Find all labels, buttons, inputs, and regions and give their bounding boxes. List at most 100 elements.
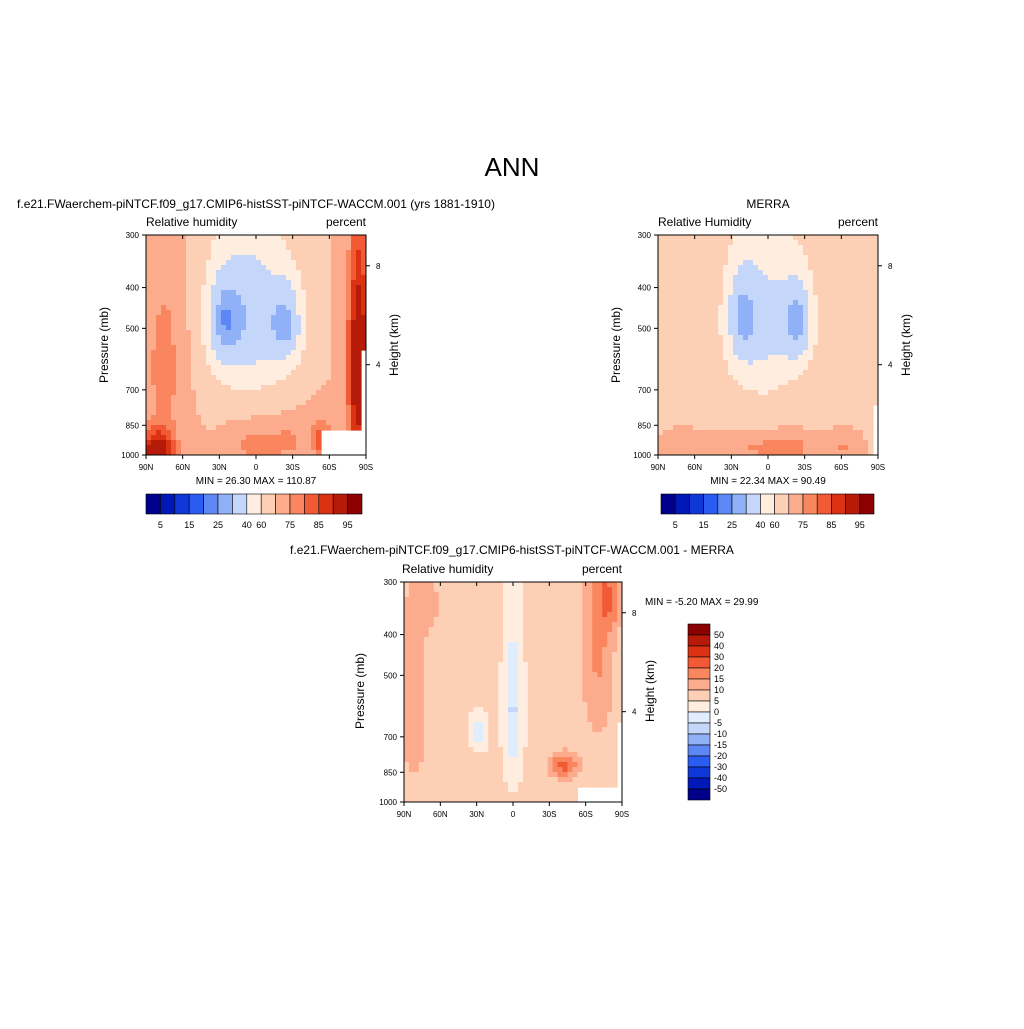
contour-cell xyxy=(833,290,839,296)
contour-cell xyxy=(306,265,312,271)
contour-cell xyxy=(346,405,352,411)
contour-cell xyxy=(693,270,699,276)
contour-cell xyxy=(291,235,297,241)
contour-cell xyxy=(321,235,327,241)
contour-cell xyxy=(538,672,544,678)
contour-cell xyxy=(146,410,152,416)
contour-cell xyxy=(221,295,227,301)
contour-cell xyxy=(301,385,307,391)
contour-cell xyxy=(161,315,167,321)
contour-cell xyxy=(341,255,347,261)
contour-cell xyxy=(678,410,684,416)
contour-cell xyxy=(196,395,202,401)
contour-cell xyxy=(813,410,819,416)
contour-cell xyxy=(176,440,182,446)
contour-cell xyxy=(858,335,864,341)
contour-cell xyxy=(191,260,197,266)
contour-cell xyxy=(738,365,744,371)
contour-cell xyxy=(607,682,613,688)
contour-cell xyxy=(171,440,177,446)
contour-cell xyxy=(833,405,839,411)
contour-cell xyxy=(563,692,569,698)
contour-cell xyxy=(763,275,769,281)
contour-cell xyxy=(763,440,769,446)
contour-cell xyxy=(723,375,729,381)
contour-cell xyxy=(246,410,252,416)
contour-cell xyxy=(483,662,489,668)
contour-cell xyxy=(658,390,664,396)
contour-cell xyxy=(176,320,182,326)
contour-cell xyxy=(463,652,469,658)
contour-cell xyxy=(331,245,337,251)
contour-cell xyxy=(454,587,460,593)
contour-cell xyxy=(723,385,729,391)
contour-cell xyxy=(698,310,704,316)
contour-cell xyxy=(151,355,157,361)
contour-cell xyxy=(231,255,237,261)
contour-cell xyxy=(306,445,312,451)
contour-cell xyxy=(206,280,212,286)
contour-cell xyxy=(231,290,237,296)
contour-cell xyxy=(693,265,699,271)
contour-cell xyxy=(612,612,618,618)
contour-cell xyxy=(216,425,222,431)
contour-cell xyxy=(678,375,684,381)
contour-cell xyxy=(216,245,222,251)
contour-cell xyxy=(508,647,514,653)
contour-cell xyxy=(449,672,455,678)
contour-cell xyxy=(728,270,734,276)
contour-cell xyxy=(191,275,197,281)
contour-cell xyxy=(683,325,689,331)
contour-cell xyxy=(703,405,709,411)
contour-cell xyxy=(251,310,257,316)
contour-cell xyxy=(843,365,849,371)
contour-cell xyxy=(768,355,774,361)
contour-cell xyxy=(326,400,332,406)
colorbar-swatch xyxy=(803,494,817,514)
contour-cell xyxy=(341,405,347,411)
contour-cell xyxy=(848,305,854,311)
contour-cell xyxy=(503,672,509,678)
contour-cell xyxy=(708,320,714,326)
contour-cell xyxy=(853,405,859,411)
contour-cell xyxy=(853,390,859,396)
contour-cell xyxy=(191,255,197,261)
contour-cell xyxy=(166,425,172,431)
contour-cell xyxy=(858,365,864,371)
contour-cell xyxy=(698,370,704,376)
contour-cell xyxy=(753,415,759,421)
contour-cell xyxy=(459,667,465,673)
contour-cell xyxy=(186,360,192,366)
contour-cell xyxy=(838,240,844,246)
contour-cell xyxy=(488,592,494,598)
contour-cell xyxy=(186,280,192,286)
contour-cell xyxy=(404,692,410,698)
contour-cell xyxy=(723,335,729,341)
contour-cell xyxy=(853,300,859,306)
contour-cell xyxy=(738,405,744,411)
contour-cell xyxy=(572,592,578,598)
contour-cell xyxy=(668,335,674,341)
contour-cell xyxy=(738,425,744,431)
contour-cell xyxy=(713,245,719,251)
y-tick-label: 300 xyxy=(638,231,652,240)
contour-cell xyxy=(331,280,337,286)
contour-cell xyxy=(668,290,674,296)
contour-cell xyxy=(246,435,252,441)
contour-cell xyxy=(773,275,779,281)
contour-cell xyxy=(693,260,699,266)
contour-cell xyxy=(281,445,287,451)
contour-cell xyxy=(151,445,157,451)
contour-cell xyxy=(291,345,297,351)
contour-cell xyxy=(763,370,769,376)
contour-cell xyxy=(863,345,869,351)
contour-cell xyxy=(688,410,694,416)
contour-cell xyxy=(698,430,704,436)
contour-cell xyxy=(803,370,809,376)
contour-cell xyxy=(236,300,242,306)
contour-cell xyxy=(592,647,598,653)
contour-cell xyxy=(176,315,182,321)
contour-cell xyxy=(838,400,844,406)
contour-cell xyxy=(863,325,869,331)
contour-cell xyxy=(321,250,327,256)
